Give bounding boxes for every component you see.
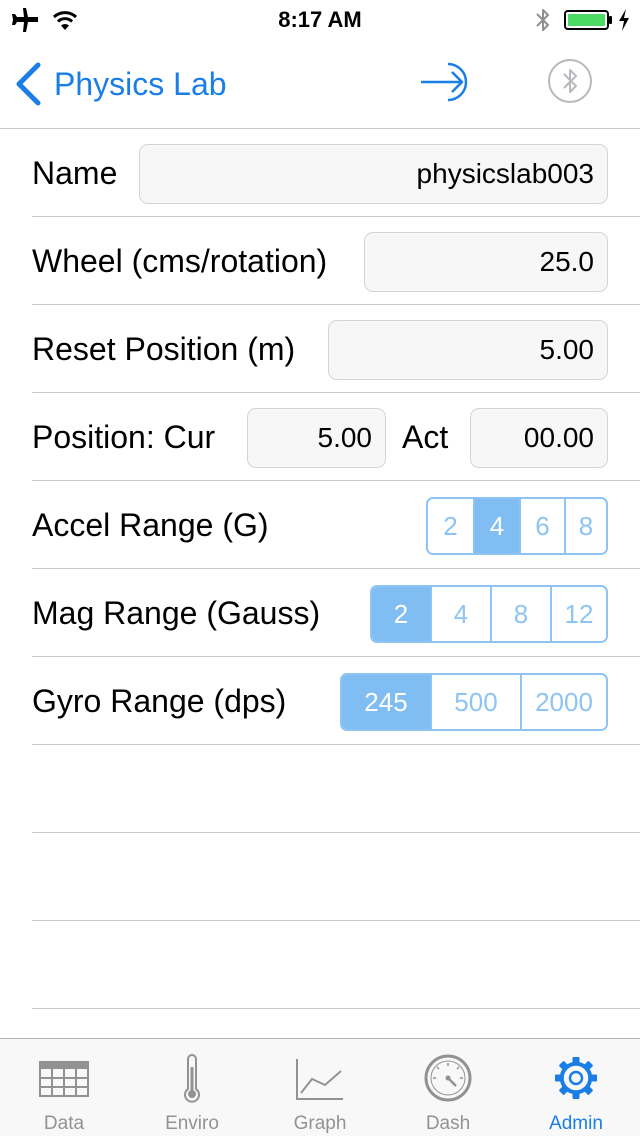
position-act-label: Act	[402, 419, 449, 455]
mag-range-row: Mag Range (Gauss) 2 4 8 12	[32, 569, 640, 657]
tab-bar: Data Enviro Graph Dash	[0, 1038, 640, 1136]
tab-data-label: Data	[43, 1113, 85, 1134]
position-act-field[interactable]: 00.00	[470, 408, 608, 468]
tab-dash[interactable]: Dash	[384, 1039, 512, 1136]
gyro-range-label: Gyro Range (dps)	[32, 683, 287, 719]
reset-position-label: Reset Position (m)	[32, 331, 296, 367]
airplane-icon	[12, 8, 38, 32]
position-row: Position: Cur 5.00 Act 00.00	[32, 393, 640, 481]
empty-row-separator	[32, 920, 640, 921]
wheel-label: Wheel (cms/rotation)	[32, 243, 328, 279]
wheel-row: Wheel (cms/rotation) 25.0	[32, 217, 640, 305]
accel-option-2[interactable]: 2	[428, 499, 473, 553]
reset-position-row: Reset Position (m) 5.00	[32, 305, 640, 393]
empty-row-separator	[32, 832, 640, 833]
tab-graph[interactable]: Graph	[256, 1039, 384, 1136]
name-label: Name	[32, 155, 118, 191]
tab-graph-label: Graph	[293, 1113, 347, 1134]
gyro-range-row: Gyro Range (dps) 245 500 2000	[32, 657, 640, 745]
tab-admin[interactable]: Admin	[512, 1039, 640, 1136]
mag-range-label: Mag Range (Gauss)	[32, 595, 321, 631]
bluetooth-button-icon[interactable]	[547, 58, 593, 104]
mag-option-4[interactable]: 4	[430, 587, 490, 641]
charging-icon	[619, 9, 629, 31]
accel-option-6[interactable]: 6	[519, 499, 564, 553]
table-icon	[39, 1061, 89, 1097]
mag-option-12[interactable]: 12	[550, 587, 606, 641]
gyro-option-245[interactable]: 245	[342, 675, 430, 729]
tab-data[interactable]: Data	[0, 1039, 128, 1136]
mag-range-segmented-control: 2 4 8 12	[370, 585, 608, 643]
tab-admin-label: Admin	[549, 1113, 603, 1134]
accel-range-segmented-control: 2 4 6 8	[426, 497, 608, 555]
gear-icon	[555, 1057, 597, 1099]
gyro-option-2000[interactable]: 2000	[520, 675, 606, 729]
gyro-range-segmented-control: 245 500 2000	[340, 673, 608, 731]
position-cur-label: Position: Cur	[32, 419, 216, 455]
line-graph-icon	[296, 1059, 343, 1100]
navigation-bar: Physics Lab	[0, 40, 640, 129]
mag-option-8[interactable]: 8	[490, 587, 550, 641]
accel-option-8[interactable]: 8	[564, 499, 606, 553]
tab-enviro[interactable]: Enviro	[128, 1039, 256, 1136]
gyro-option-500[interactable]: 500	[430, 675, 520, 729]
back-button[interactable]: Physics Lab	[14, 62, 227, 106]
position-cur-field[interactable]: 5.00	[247, 408, 386, 468]
chevron-left-icon	[16, 62, 41, 106]
accel-range-label: Accel Range (G)	[32, 507, 269, 543]
accel-range-row: Accel Range (G) 2 4 6 8	[32, 481, 640, 569]
thermometer-icon	[184, 1054, 200, 1103]
accel-option-4[interactable]: 4	[473, 499, 519, 553]
reset-position-field[interactable]: 5.00	[328, 320, 608, 380]
battery-icon	[564, 10, 612, 30]
back-button-label: Physics Lab	[54, 65, 227, 102]
tab-dash-label: Dash	[425, 1113, 471, 1134]
status-time: 8:17 AM	[278, 7, 362, 32]
connect-icon[interactable]	[418, 58, 474, 106]
bluetooth-status-icon	[536, 9, 549, 31]
wheel-field[interactable]: 25.0	[364, 232, 608, 292]
wifi-icon	[52, 11, 78, 30]
name-row: Name physicslab003	[32, 129, 640, 217]
tab-enviro-label: Enviro	[165, 1113, 219, 1134]
empty-row-separator	[32, 1008, 640, 1009]
name-field[interactable]: physicslab003	[139, 144, 608, 204]
status-bar: 8:17 AM	[0, 0, 640, 40]
gauge-icon	[424, 1054, 472, 1102]
mag-option-2[interactable]: 2	[372, 587, 430, 641]
